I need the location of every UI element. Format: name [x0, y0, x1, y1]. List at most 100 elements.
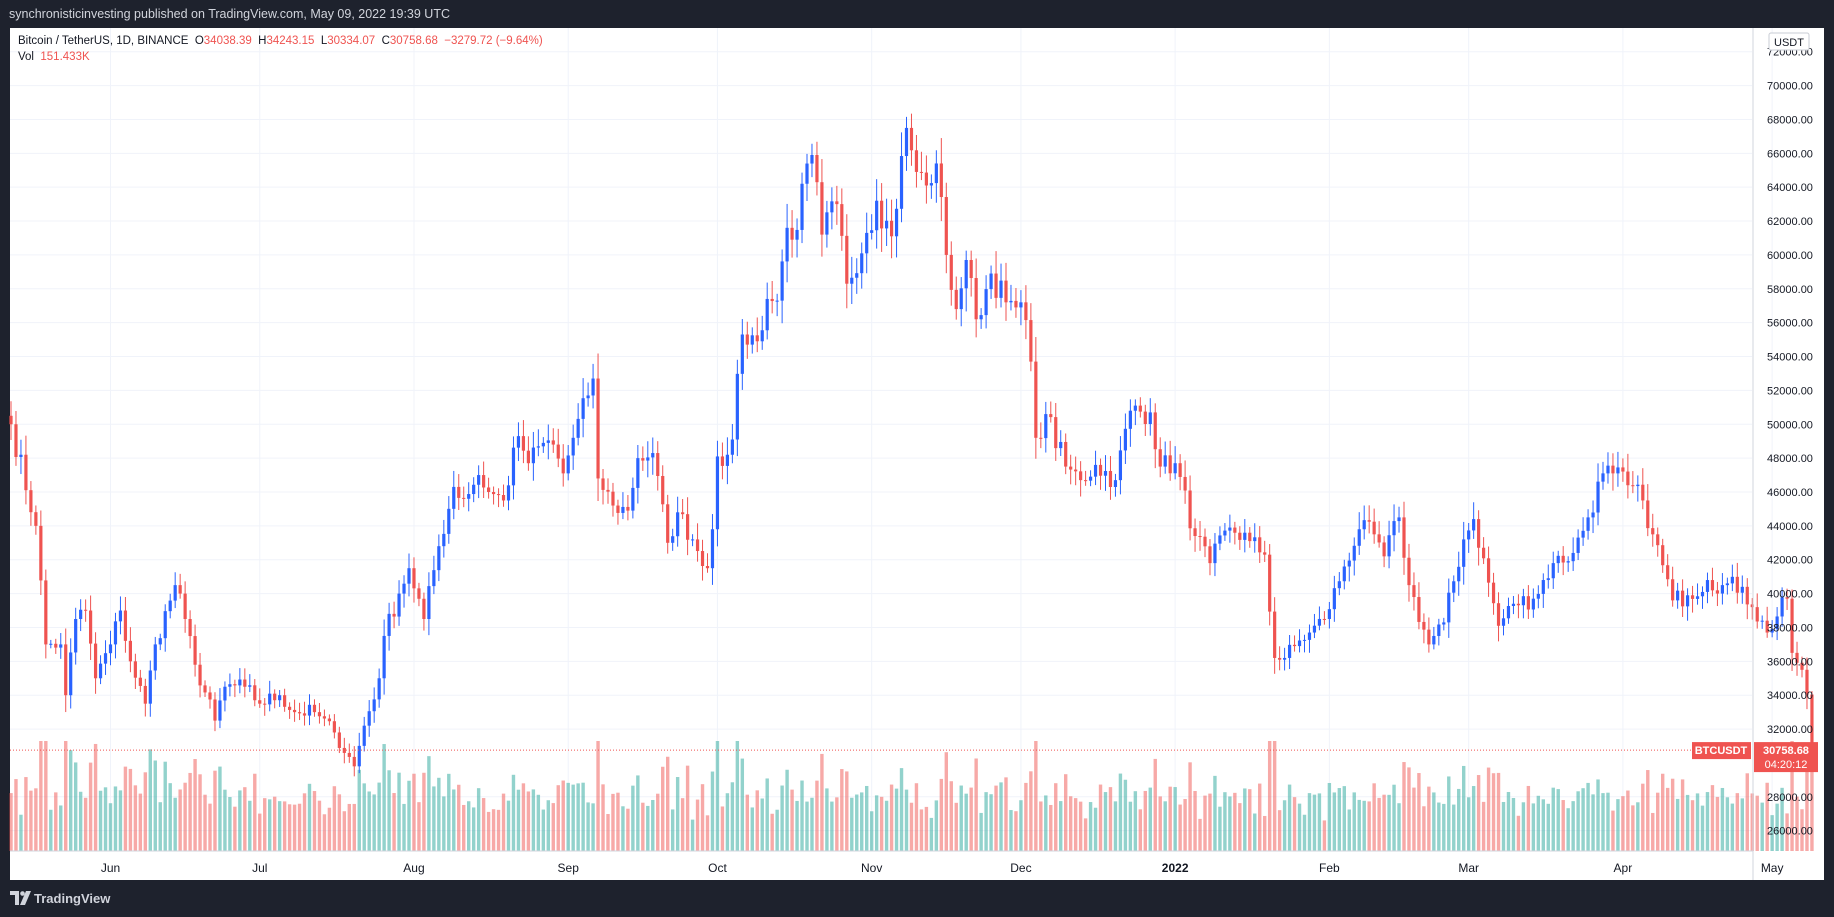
candle: [1163, 441, 1167, 474]
volume-bar: [1690, 800, 1695, 851]
volume-bar: [516, 789, 521, 851]
candle: [49, 639, 53, 649]
low-value: 30334.07: [327, 35, 376, 47]
candle: [835, 185, 839, 225]
candle: [939, 138, 943, 222]
candle: [1715, 581, 1720, 607]
volume-bar: [208, 803, 212, 851]
volume-bar: [561, 780, 565, 851]
volume-bar: [1641, 783, 1645, 851]
candle: [1009, 284, 1013, 311]
volume-bar: [720, 806, 725, 851]
volume-bar: [1481, 801, 1486, 851]
volume-bar: [1561, 800, 1565, 851]
volume-bar: [198, 774, 202, 851]
volume-bar: [118, 790, 123, 851]
volume-bar: [1516, 815, 1521, 851]
volume-bar: [1556, 789, 1560, 851]
volume-bar: [367, 791, 371, 851]
volume-bar: [1571, 801, 1575, 851]
candle: [1626, 453, 1630, 499]
volume-bar: [1357, 799, 1361, 851]
volume-bar: [1248, 789, 1252, 851]
candle: [1775, 607, 1779, 641]
candle: [347, 743, 351, 763]
volume-bar: [228, 797, 232, 851]
volume-bar: [452, 789, 456, 851]
volume-bar: [606, 814, 610, 851]
volume-bar: [1800, 809, 1804, 851]
y-tick-label: 66000.00: [1767, 148, 1813, 160]
volume-bar: [924, 806, 929, 851]
volume-bar: [1267, 741, 1272, 851]
volume-bar: [1014, 811, 1018, 851]
candle: [506, 475, 511, 511]
volume-bar: [1238, 803, 1242, 851]
volume-bar: [1302, 814, 1307, 851]
tradingview-logo-icon[interactable]: [10, 891, 32, 905]
candle: [1601, 461, 1605, 490]
x-tick-label: Nov: [861, 861, 882, 875]
volume-bar: [964, 793, 968, 851]
candle: [317, 703, 322, 724]
y-tick-label: 50000.00: [1767, 419, 1813, 431]
volume-bar: [1019, 800, 1023, 851]
volume-bar: [790, 789, 794, 851]
volume-bar: [1551, 787, 1555, 851]
volume-bar: [481, 798, 486, 851]
volume-bar: [1775, 803, 1779, 851]
close-value: 30758.68: [389, 35, 438, 47]
y-tick-label: 62000.00: [1767, 216, 1813, 228]
candle: [894, 198, 899, 258]
volume-bar: [1491, 773, 1496, 851]
candle: [1506, 597, 1511, 624]
volume-value: 151.433K: [40, 51, 90, 63]
candle: [1482, 537, 1486, 565]
candle: [1168, 440, 1172, 481]
volume-bar: [1486, 767, 1491, 851]
candle: [536, 429, 540, 457]
volume-bar: [223, 789, 227, 851]
candle: [865, 212, 869, 274]
candle: [297, 702, 302, 721]
volume-bar: [850, 797, 854, 851]
candle: [1457, 551, 1461, 596]
candles: [9, 113, 1814, 777]
volume-bar: [581, 782, 585, 851]
volume-bar: [24, 777, 28, 851]
tradingview-brand[interactable]: TradingView: [34, 891, 111, 906]
volume-bar: [914, 783, 919, 851]
candle: [531, 431, 535, 481]
price-grid: [10, 28, 1773, 851]
volume-bar: [1034, 741, 1038, 851]
volume-bar: [1024, 782, 1028, 851]
volume-bar: [1750, 793, 1754, 851]
candle: [1258, 526, 1262, 563]
volume-bar: [1178, 804, 1182, 851]
volume-bar: [566, 782, 570, 851]
candle: [307, 694, 312, 726]
volume-bar: [840, 769, 844, 851]
candle: [1795, 641, 1799, 676]
candle: [39, 510, 43, 595]
volume-bar: [1133, 791, 1138, 851]
volume-bar: [1158, 796, 1162, 851]
candle: [929, 174, 933, 199]
candle: [1044, 401, 1048, 453]
volume-bar: [661, 766, 665, 851]
candle: [1128, 399, 1132, 447]
volume-bar: [1044, 795, 1048, 851]
candle: [1765, 606, 1769, 638]
candle: [143, 678, 147, 717]
candle: [1292, 635, 1297, 652]
x-axis-ticks: Jun Jul Aug Sep Oct Nov Dec 2022 Feb Mar Apr May: [101, 861, 1784, 875]
candle: [1327, 601, 1331, 629]
volume-bar: [680, 798, 685, 851]
volume-bar: [1188, 762, 1192, 851]
candle: [382, 619, 386, 695]
volume-bar: [307, 783, 312, 851]
candle: [546, 424, 550, 460]
volume-bar: [123, 766, 128, 851]
volume-bar: [1277, 810, 1282, 851]
